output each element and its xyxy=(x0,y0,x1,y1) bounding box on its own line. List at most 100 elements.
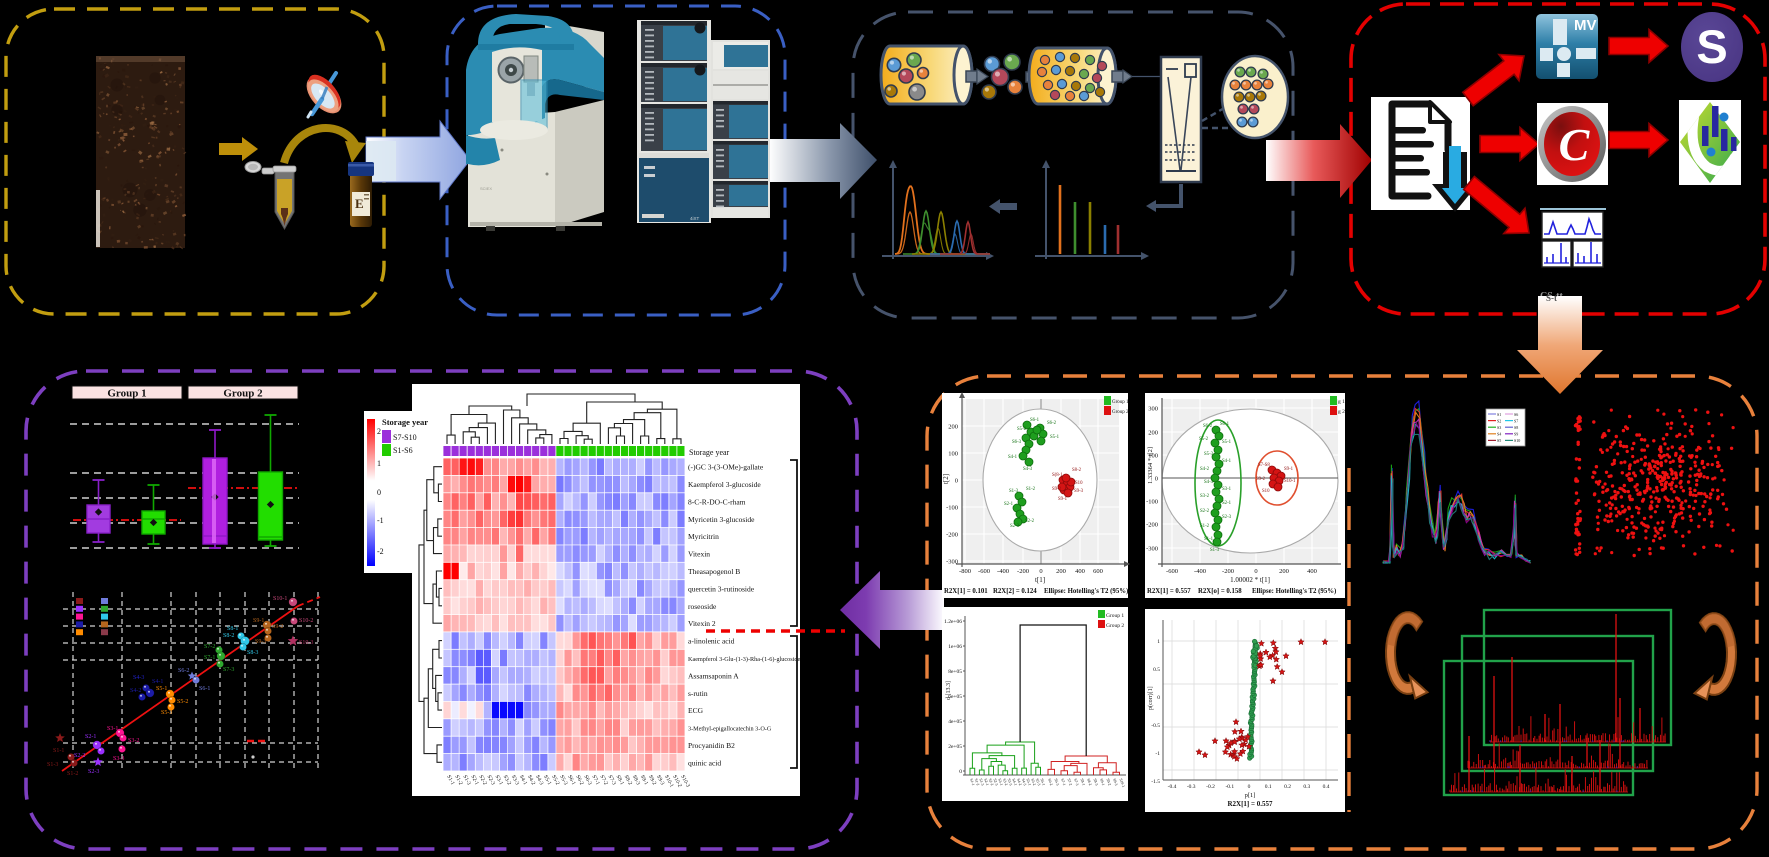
svg-text:R2X[o] = 0.158: R2X[o] = 0.158 xyxy=(1198,588,1242,595)
svg-text:roseoside: roseoside xyxy=(688,602,717,611)
svg-text:S8-1: S8-1 xyxy=(227,626,238,632)
svg-text:S9-3: S9-3 xyxy=(255,639,266,645)
svg-text:-400: -400 xyxy=(997,568,1009,575)
svg-text:S8-2: S8-2 xyxy=(1086,778,1092,786)
svg-text:S3-3: S3-3 xyxy=(113,756,124,762)
svg-text:S8-2: S8-2 xyxy=(223,633,234,639)
svg-text:S8: S8 xyxy=(1514,425,1518,430)
svg-text:-200: -200 xyxy=(946,532,958,539)
svg-text:g 2: g 2 xyxy=(1338,409,1345,415)
svg-text:S1-3: S1-3 xyxy=(1210,548,1220,553)
svg-text:S9-2: S9-2 xyxy=(647,774,657,786)
svg-text:100: 100 xyxy=(1148,453,1158,460)
svg-text:S4-3: S4-3 xyxy=(1021,778,1027,786)
svg-text:0.4: 0.4 xyxy=(1323,784,1330,790)
svg-text:1.33364 * t[2]: 1.33364 * t[2] xyxy=(1147,447,1154,484)
svg-text:SCIEX: SCIEX xyxy=(480,186,492,191)
svg-text:S8-3: S8-3 xyxy=(1093,778,1099,786)
svg-text:S7-1: S7-1 xyxy=(590,774,600,786)
svg-text:Kaempferol 3-Glu-(1-3)-Rha-(1-: Kaempferol 3-Glu-(1-3)-Rha-(1-6)-glucosi… xyxy=(688,656,800,663)
svg-text:S1-1: S1-1 xyxy=(1204,537,1214,542)
svg-text:S1-3: S1-3 xyxy=(1009,489,1019,494)
svg-text:S4-2: S4-2 xyxy=(130,688,141,694)
svg-text:0: 0 xyxy=(1155,476,1158,483)
svg-text:Theasapogenol B: Theasapogenol B xyxy=(688,567,740,576)
svg-text:S9-3: S9-3 xyxy=(1074,489,1084,494)
svg-text:S6-3: S6-3 xyxy=(582,774,592,786)
svg-text:S2-3: S2-3 xyxy=(1222,515,1232,520)
svg-text:S9-1: S9-1 xyxy=(1058,497,1068,502)
svg-text:Group 2: Group 2 xyxy=(223,388,263,400)
svg-text:S4-3: S4-3 xyxy=(1204,480,1214,485)
svg-text:Vitexin 2: Vitexin 2 xyxy=(688,619,716,628)
svg-text:0.2: 0.2 xyxy=(1284,784,1291,790)
svg-text:S9-1: S9-1 xyxy=(253,618,264,624)
svg-text:0: 0 xyxy=(959,769,962,775)
svg-text:S1-2: S1-2 xyxy=(67,771,78,777)
svg-text:S9-3: S9-3 xyxy=(655,774,665,786)
svg-text:-800: -800 xyxy=(959,568,971,575)
svg-text:S4-3: S4-3 xyxy=(534,774,544,786)
svg-text:-200: -200 xyxy=(1017,568,1029,575)
svg-text:400: 400 xyxy=(1307,568,1317,575)
svg-text:a-linolenic acid: a-linolenic acid xyxy=(688,637,735,646)
svg-text:Kaempferol 3-glucoside: Kaempferol 3-glucoside xyxy=(688,480,761,489)
svg-text:S8-2: S8-2 xyxy=(1072,468,1082,473)
svg-text:R2X[1] = 0.101: R2X[1] = 0.101 xyxy=(944,588,988,595)
svg-text:400: 400 xyxy=(1075,568,1085,575)
svg-text:Group 1: Group 1 xyxy=(1112,400,1129,405)
svg-text:S6-1: S6-1 xyxy=(1030,418,1040,423)
svg-text:S7-S8: S7-S8 xyxy=(1258,463,1270,468)
svg-text:Myricitrin: Myricitrin xyxy=(688,532,719,541)
svg-text:Group 1: Group 1 xyxy=(107,388,146,400)
svg-text:S6-2: S6-2 xyxy=(574,774,584,786)
svg-text:3-Methyl-epigallocatechin 3-O-: 3-Methyl-epigallocatechin 3-O-G xyxy=(688,726,772,733)
svg-text:S2-3: S2-3 xyxy=(88,769,99,775)
svg-text:S6-3: S6-3 xyxy=(1054,778,1060,786)
svg-text:S8-3: S8-3 xyxy=(631,774,641,786)
svg-text:S6-3: S6-3 xyxy=(1012,440,1022,445)
svg-text:S4-3: S4-3 xyxy=(133,675,144,681)
svg-text:S5-1: S5-1 xyxy=(1222,440,1232,445)
svg-text:S5-3: S5-3 xyxy=(161,710,172,716)
svg-text:S4-2: S4-2 xyxy=(1200,467,1210,472)
svg-text:S4-3: S4-3 xyxy=(1023,467,1033,472)
svg-text:-0.5: -0.5 xyxy=(1151,723,1160,729)
svg-text:g 1: g 1 xyxy=(1338,399,1345,405)
svg-text:-0.4: -0.4 xyxy=(1168,784,1177,790)
svg-text:p(corr)[1]: p(corr)[1] xyxy=(1147,686,1154,710)
svg-text:0: 0 xyxy=(1248,784,1251,790)
svg-text:S5-1: S5-1 xyxy=(1025,778,1031,786)
svg-text:MV: MV xyxy=(1574,17,1597,34)
svg-text:S5-1: S5-1 xyxy=(1050,435,1060,440)
svg-text:Group 1: Group 1 xyxy=(1106,613,1124,619)
svg-text:S6-1: S6-1 xyxy=(566,774,576,786)
svg-text:S: S xyxy=(1696,20,1727,73)
svg-text:2e+05: 2e+05 xyxy=(948,744,962,750)
svg-text:S4: S4 xyxy=(1497,432,1501,437)
svg-text:2: 2 xyxy=(377,427,381,436)
svg-text:S9-1: S9-1 xyxy=(1099,778,1105,786)
svg-text:S2: S2 xyxy=(1497,418,1501,423)
svg-text:S1-3: S1-3 xyxy=(47,762,58,768)
svg-text:0: 0 xyxy=(377,488,381,497)
svg-text:S9-2: S9-2 xyxy=(1052,487,1062,492)
svg-text:-1: -1 xyxy=(377,516,384,525)
svg-text:-100: -100 xyxy=(946,505,958,512)
svg-text:-300: -300 xyxy=(1146,546,1158,553)
svg-text:S5-2: S5-2 xyxy=(177,699,188,705)
svg-text:S3-3: S3-3 xyxy=(1007,778,1013,786)
svg-text:S10-2: S10-2 xyxy=(299,618,313,624)
svg-text:d [13.3]: d [13.3] xyxy=(946,681,952,700)
svg-text:Group 2: Group 2 xyxy=(1106,623,1124,629)
svg-text:S7-S10: S7-S10 xyxy=(393,433,417,442)
svg-text:1.00002 * t[1]: 1.00002 * t[1] xyxy=(1230,576,1270,584)
svg-text:Group 2: Group 2 xyxy=(1112,410,1129,415)
svg-text:S1-2: S1-2 xyxy=(974,778,980,786)
svg-text:S4-2: S4-2 xyxy=(526,774,536,786)
svg-text:S10: S10 xyxy=(1262,489,1270,494)
svg-text:4iXT: 4iXT xyxy=(690,216,700,221)
svg-text:S5-2: S5-2 xyxy=(1017,427,1027,432)
svg-text:S2-2: S2-2 xyxy=(478,774,488,786)
svg-text:8e+05: 8e+05 xyxy=(948,669,962,675)
